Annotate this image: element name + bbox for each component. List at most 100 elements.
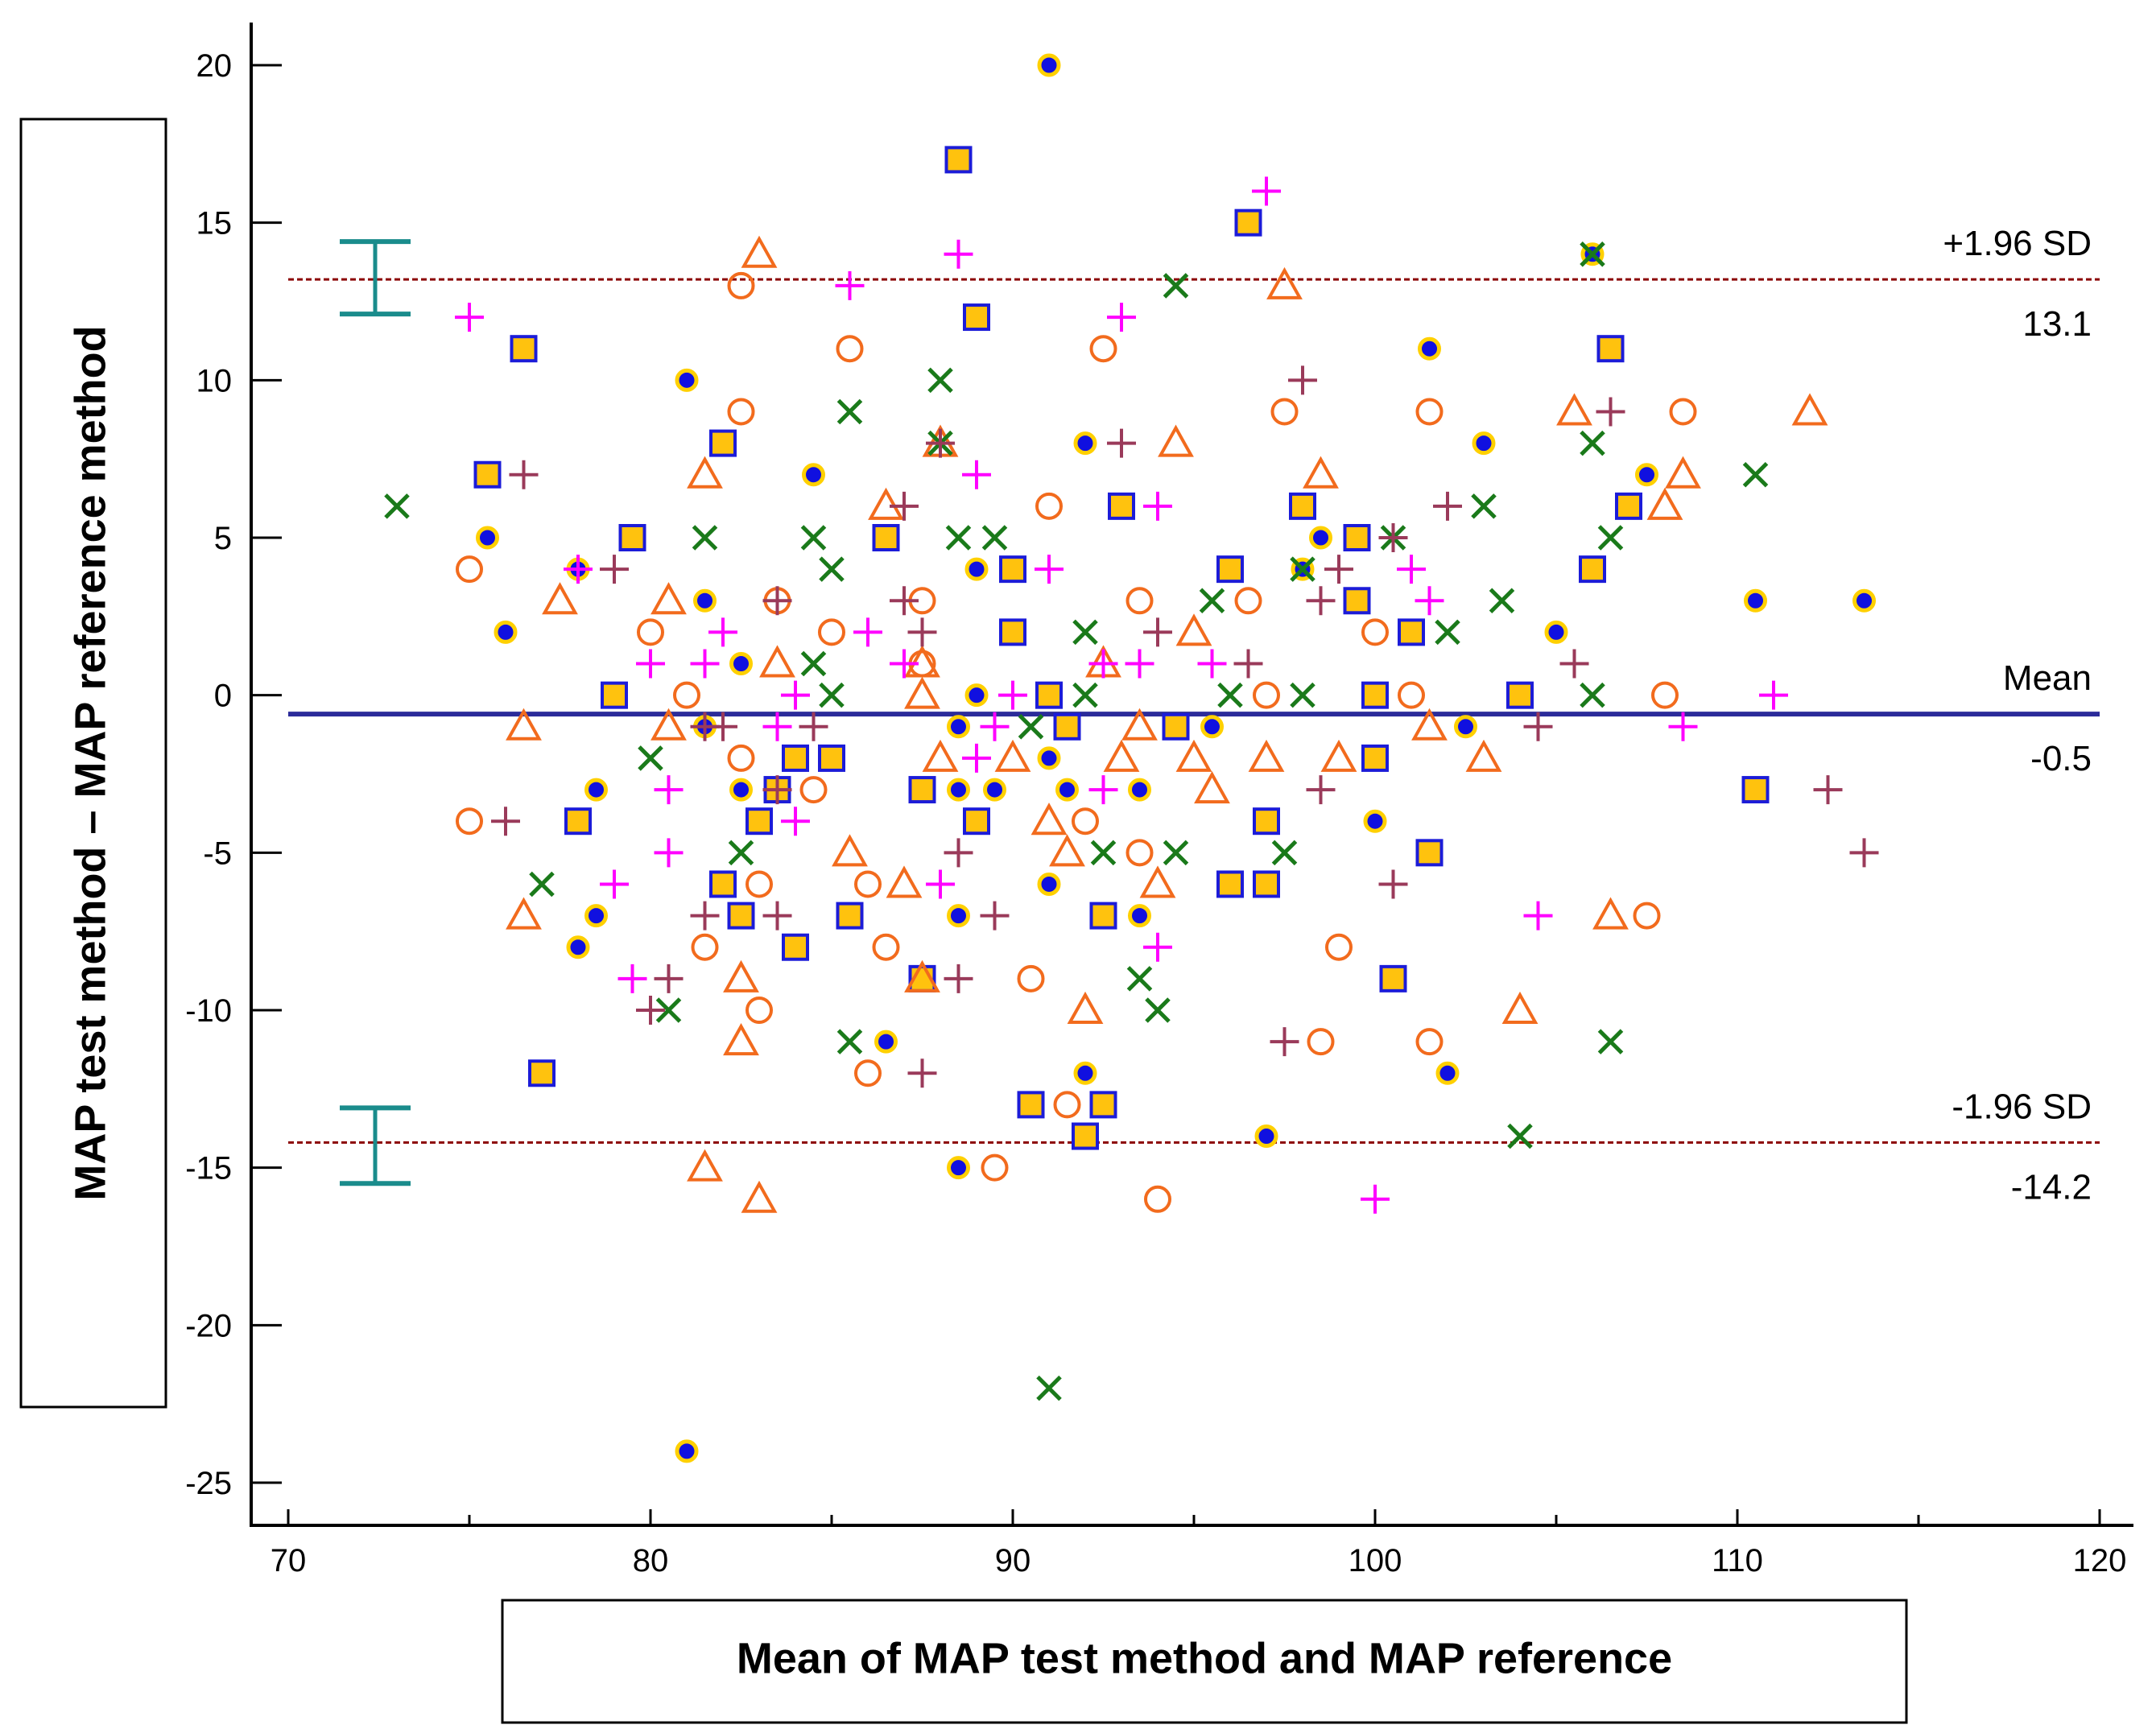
plus-point bbox=[1143, 932, 1172, 962]
circle-point bbox=[854, 870, 882, 898]
dot-point bbox=[1418, 336, 1441, 361]
plus-point bbox=[762, 712, 792, 741]
triangle-point bbox=[994, 739, 1031, 772]
plus-point bbox=[1143, 491, 1172, 521]
triangle-point bbox=[922, 739, 959, 772]
dot-point bbox=[675, 368, 699, 392]
plus-point bbox=[907, 617, 937, 647]
x-point bbox=[692, 525, 718, 551]
dot-point bbox=[584, 778, 608, 802]
plus-point bbox=[1849, 838, 1879, 868]
triangle-point bbox=[1175, 613, 1212, 646]
x-point bbox=[1507, 1123, 1533, 1149]
square-point bbox=[1108, 492, 1135, 520]
square-point bbox=[818, 744, 845, 772]
x-point bbox=[1290, 556, 1315, 582]
y-tick-label: -15 bbox=[185, 1151, 232, 1186]
x-point bbox=[819, 556, 845, 582]
plus-point bbox=[835, 270, 865, 300]
upper-loa-label: +1.96 SD bbox=[1943, 224, 2092, 263]
triangle-point bbox=[1556, 393, 1592, 426]
dot-point bbox=[1200, 715, 1224, 739]
plus-point bbox=[890, 586, 919, 616]
square-point bbox=[1741, 776, 1770, 804]
plus-point bbox=[600, 869, 629, 899]
triangle-point bbox=[1067, 991, 1104, 1024]
x-axis-ticks: 70 80 90 100 110 120 bbox=[271, 1509, 2126, 1578]
x-point bbox=[927, 367, 953, 394]
circle-point bbox=[1053, 1091, 1081, 1119]
triangle-point bbox=[687, 1149, 723, 1182]
plus-point bbox=[1125, 649, 1154, 679]
plus-point bbox=[962, 460, 991, 489]
dot-point bbox=[1073, 1061, 1097, 1085]
square-point bbox=[1289, 492, 1316, 520]
circle-point bbox=[799, 776, 828, 804]
plus-point bbox=[1378, 523, 1408, 552]
plus-point bbox=[617, 964, 647, 993]
triangle-point bbox=[759, 645, 795, 678]
circle-point bbox=[673, 681, 700, 709]
x-point bbox=[1597, 525, 1624, 551]
reference-line-labels: +1.96 SD 13.1 Mean -0.5 -1.96 SD -14.2 bbox=[1943, 224, 2092, 1207]
square-point bbox=[727, 902, 755, 930]
reference-lines bbox=[288, 278, 2100, 1144]
triangle-point bbox=[1194, 770, 1230, 804]
square-point bbox=[1035, 681, 1063, 709]
dot-point bbox=[1454, 715, 1477, 739]
dot-point bbox=[1055, 778, 1079, 802]
square-point bbox=[709, 870, 737, 898]
dot-point bbox=[476, 526, 499, 550]
series-x bbox=[384, 241, 1769, 1401]
x-point bbox=[1271, 840, 1298, 866]
square-point bbox=[1089, 902, 1117, 930]
plus-point bbox=[1306, 775, 1336, 805]
circle-point bbox=[1415, 1028, 1444, 1056]
plus-point bbox=[1035, 555, 1064, 584]
circle-point bbox=[872, 933, 900, 961]
x-point bbox=[1163, 840, 1189, 866]
triangle-point bbox=[1303, 456, 1339, 489]
circle-point bbox=[836, 335, 864, 363]
plus-point bbox=[509, 460, 539, 489]
plus-point bbox=[1107, 303, 1136, 332]
circle-point bbox=[456, 555, 483, 584]
triangle-point bbox=[1103, 739, 1140, 772]
circle-point bbox=[1325, 933, 1353, 961]
x-point bbox=[529, 871, 555, 898]
plus-point bbox=[1107, 428, 1136, 458]
triangle-point bbox=[506, 708, 542, 741]
triangle-point bbox=[832, 834, 868, 867]
square-point bbox=[1506, 681, 1534, 709]
plus-point bbox=[708, 617, 737, 647]
plus-point bbox=[799, 712, 828, 741]
dot-point bbox=[1254, 1124, 1278, 1149]
upper-loa-value: 13.1 bbox=[2022, 304, 2092, 344]
plus-point bbox=[1088, 649, 1118, 679]
square-point bbox=[1216, 870, 1244, 898]
square-point bbox=[1415, 839, 1444, 867]
triangle-point bbox=[1501, 991, 1539, 1024]
plus-point bbox=[690, 901, 720, 931]
square-point bbox=[473, 460, 502, 489]
x-point bbox=[819, 682, 845, 708]
dot-point bbox=[947, 904, 970, 928]
triangle-point bbox=[651, 582, 687, 615]
x-point bbox=[1471, 493, 1497, 519]
y-tick-label: 20 bbox=[196, 48, 233, 84]
triangle-point bbox=[1791, 393, 1828, 426]
x-point bbox=[1580, 241, 1605, 267]
series-plus-maroon bbox=[491, 365, 1879, 1088]
triangle-point bbox=[651, 708, 687, 741]
plus-point bbox=[890, 649, 919, 679]
dot-point bbox=[947, 1156, 970, 1180]
circle-point bbox=[1307, 1028, 1335, 1056]
x-point bbox=[1597, 1029, 1624, 1054]
plus-point bbox=[1306, 586, 1336, 616]
triangle-point bbox=[1121, 708, 1158, 741]
dot-point bbox=[874, 1030, 898, 1054]
dot-point bbox=[1435, 1061, 1460, 1085]
dot-point bbox=[947, 715, 970, 739]
lower-loa-value: -14.2 bbox=[2011, 1167, 2092, 1207]
x-point bbox=[655, 997, 682, 1023]
